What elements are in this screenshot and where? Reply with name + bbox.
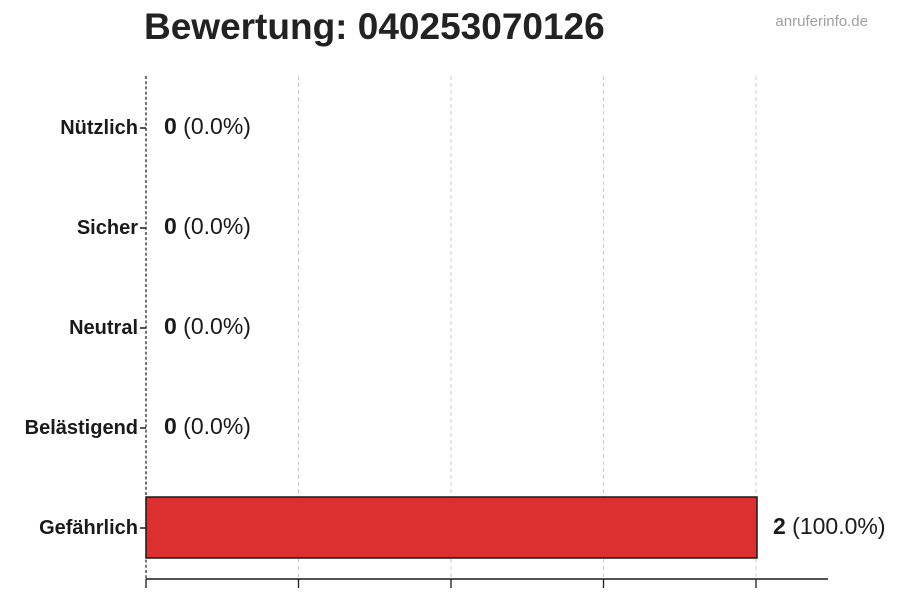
svg-text:0 (0.0%): 0 (0.0%) — [164, 313, 251, 339]
svg-text:Nützlich: Nützlich — [60, 117, 138, 139]
svg-text:Belästigend: Belästigend — [25, 417, 138, 439]
svg-text:Gefährlich: Gefährlich — [39, 517, 138, 539]
svg-text:0 (0.0%): 0 (0.0%) — [164, 113, 251, 139]
svg-text:0 (0.0%): 0 (0.0%) — [164, 213, 251, 239]
svg-text:0 (0.0%): 0 (0.0%) — [164, 413, 251, 439]
svg-text:Sicher: Sicher — [77, 217, 138, 239]
svg-text:Neutral: Neutral — [69, 317, 138, 339]
svg-text:2 (100.0%): 2 (100.0%) — [773, 513, 886, 539]
